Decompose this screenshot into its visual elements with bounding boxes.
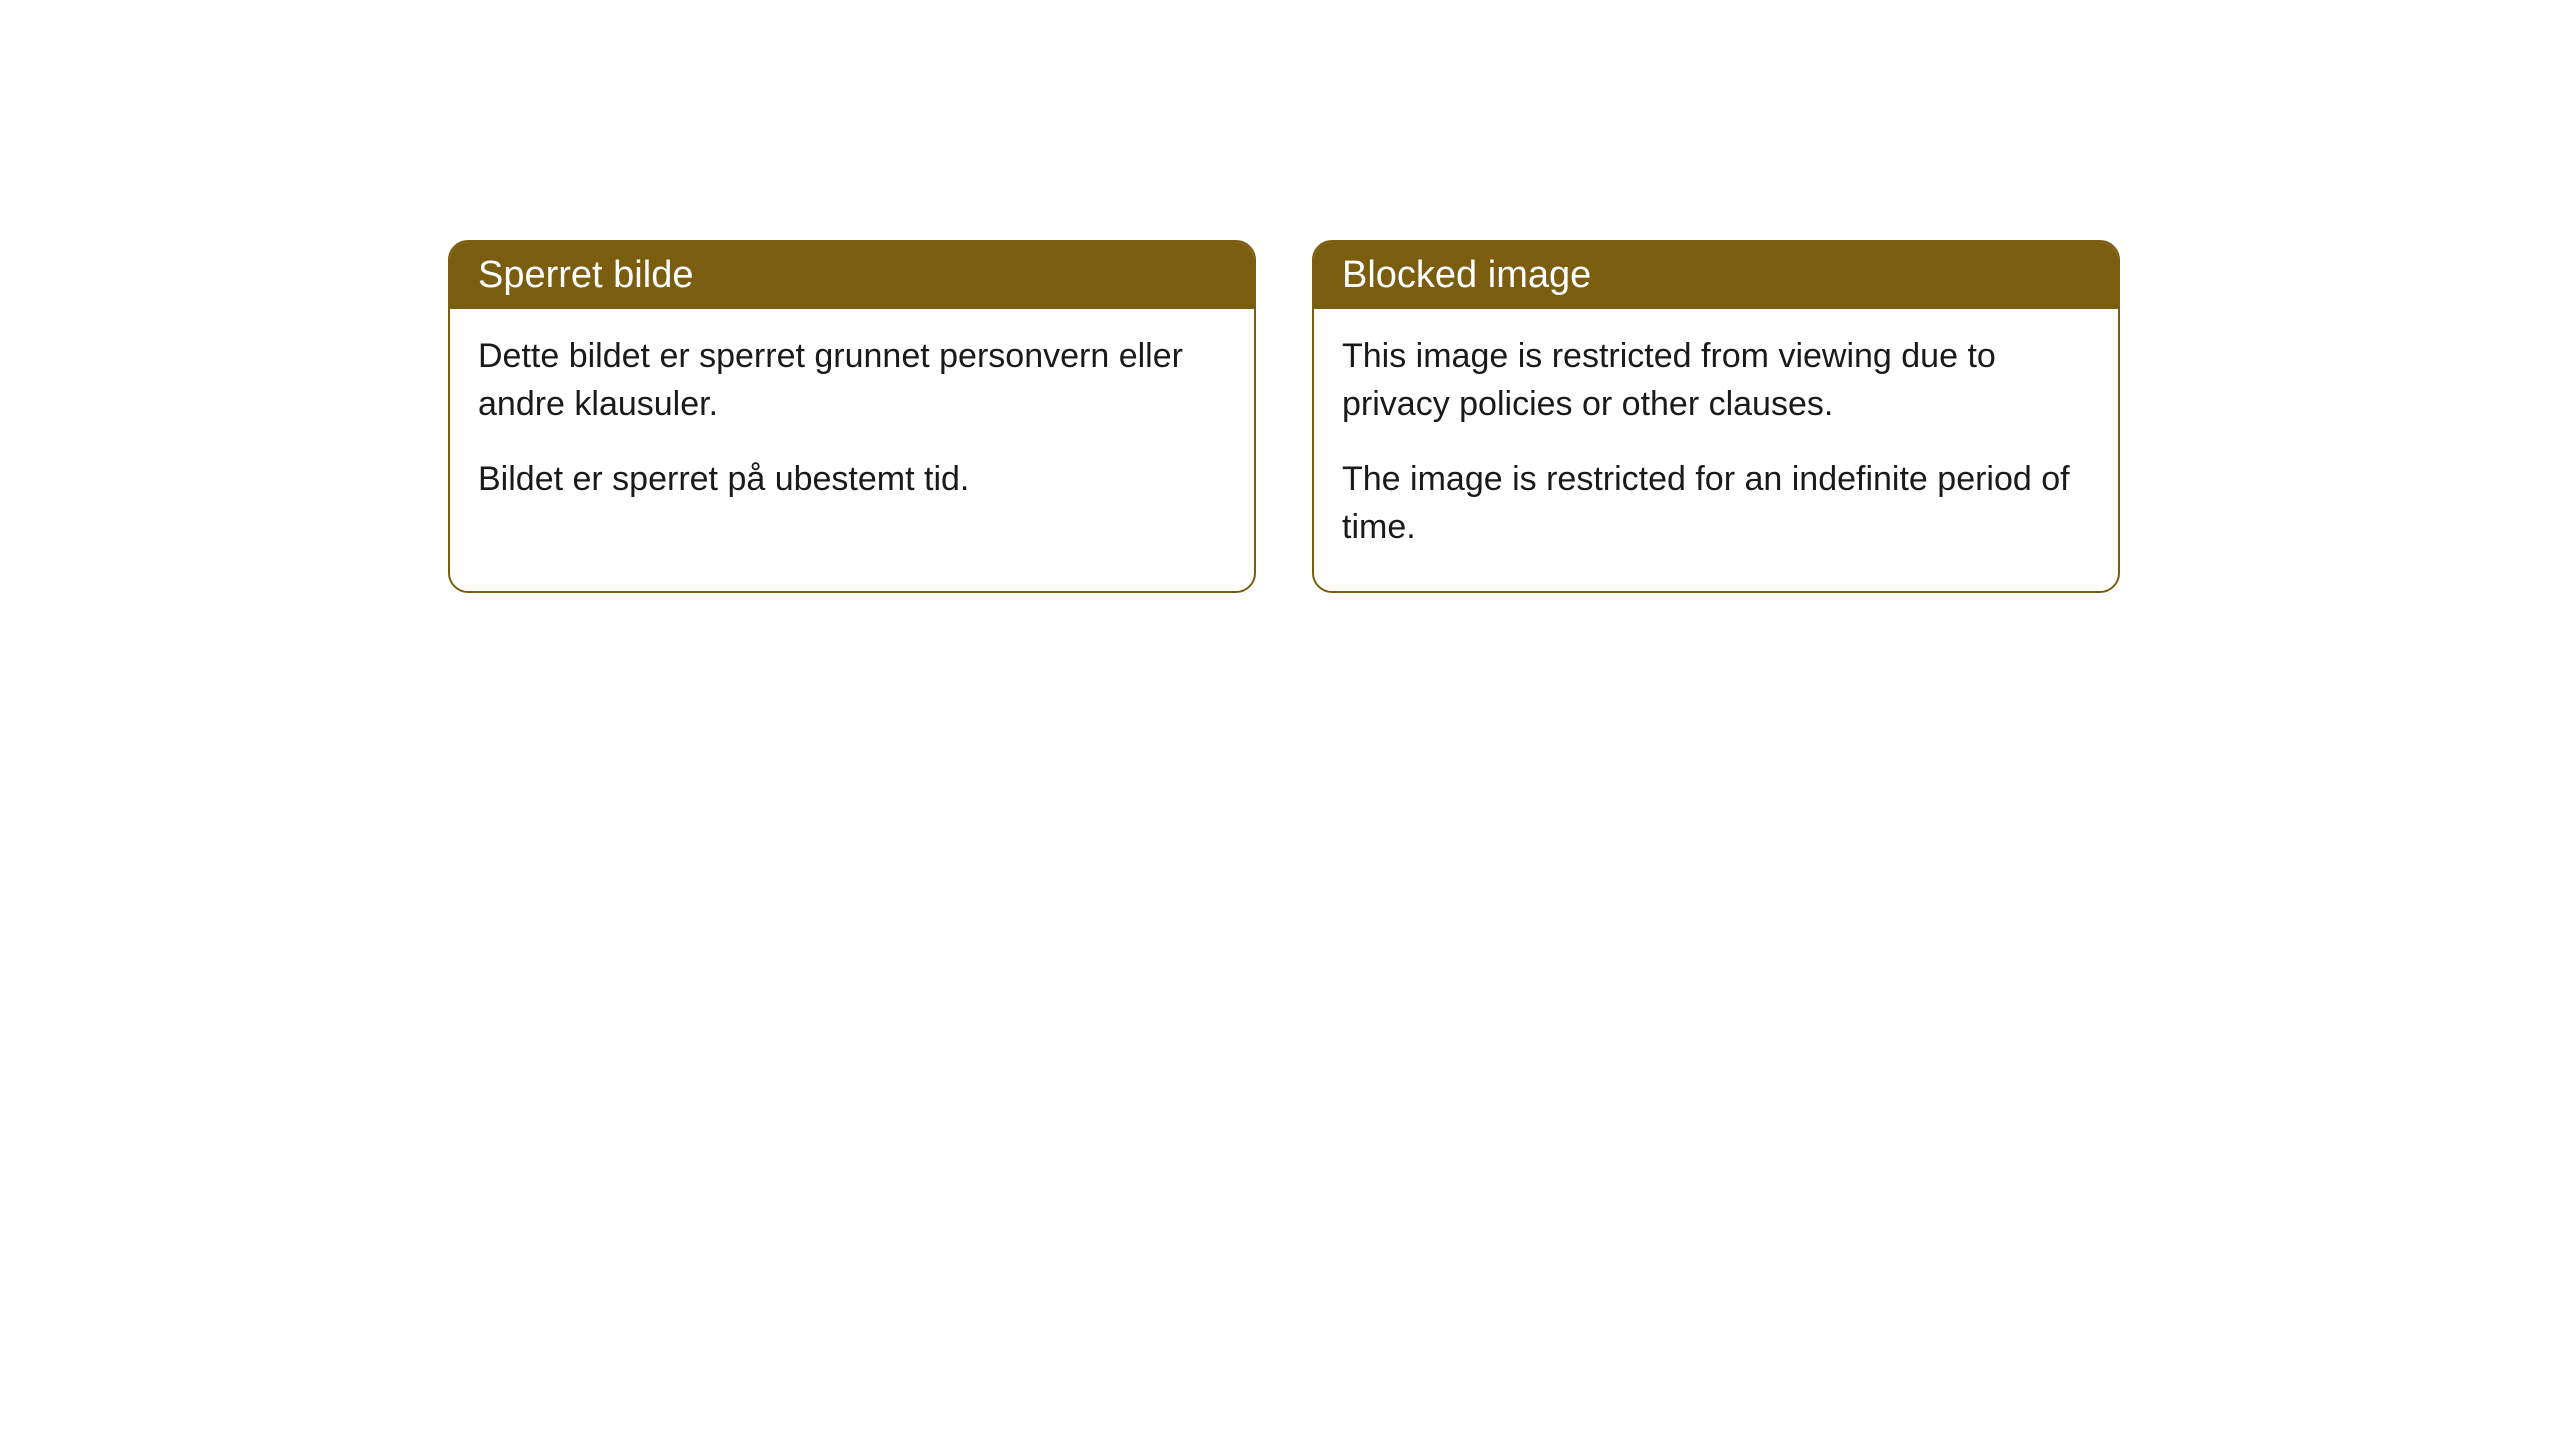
card-paragraph-2: Bildet er sperret på ubestemt tid. (478, 456, 1226, 504)
card-header: Sperret bilde (450, 242, 1254, 309)
card-paragraph-2: The image is restricted for an indefinit… (1342, 456, 2090, 551)
cards-container: Sperret bilde Dette bildet er sperret gr… (448, 240, 2120, 593)
card-paragraph-1: Dette bildet er sperret grunnet personve… (478, 333, 1226, 428)
blocked-image-card-english: Blocked image This image is restricted f… (1312, 240, 2120, 593)
card-header: Blocked image (1314, 242, 2118, 309)
card-title: Sperret bilde (478, 254, 693, 296)
card-title: Blocked image (1342, 254, 1591, 296)
card-body: This image is restricted from viewing du… (1314, 309, 2118, 591)
card-paragraph-1: This image is restricted from viewing du… (1342, 333, 2090, 428)
blocked-image-card-norwegian: Sperret bilde Dette bildet er sperret gr… (448, 240, 1256, 593)
card-body: Dette bildet er sperret grunnet personve… (450, 309, 1254, 544)
